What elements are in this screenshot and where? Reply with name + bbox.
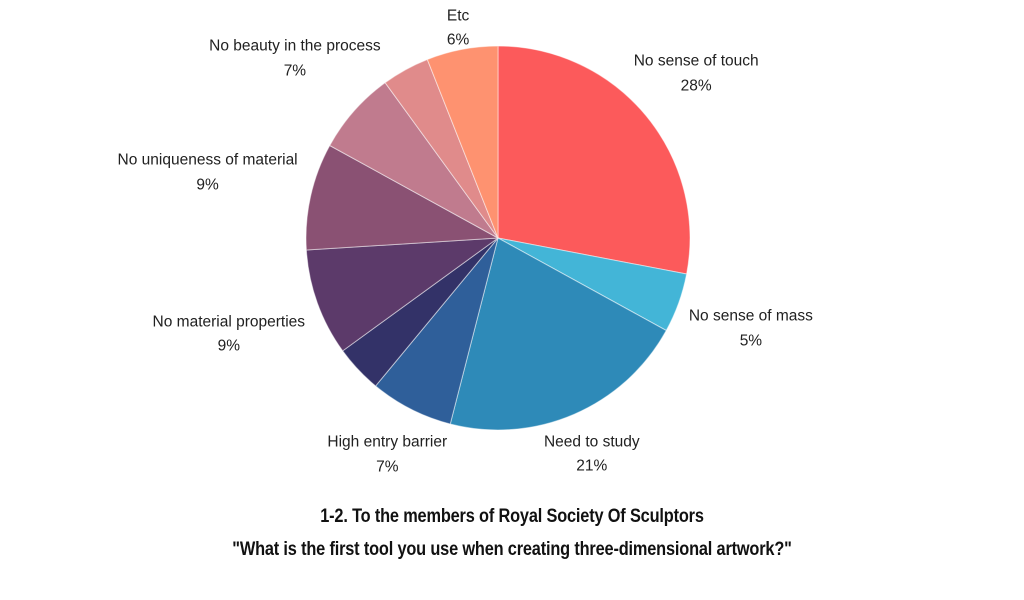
pie-slice-no-sense-of-touch — [497, 45, 691, 275]
chart-title: 1-2. To the members of Royal Society Of … — [320, 506, 704, 527]
pie-slice-need-to-study — [449, 237, 667, 431]
pie-slice-no-material-properties — [305, 237, 499, 352]
chart-subtitle: "What is the first tool you use when cre… — [232, 539, 792, 560]
pie-slice-etc — [426, 45, 499, 239]
chart-title-block: 1-2. To the members of Royal Society Of … — [0, 500, 1024, 566]
pie-slice-no-uniqueness-of-material — [305, 145, 499, 251]
